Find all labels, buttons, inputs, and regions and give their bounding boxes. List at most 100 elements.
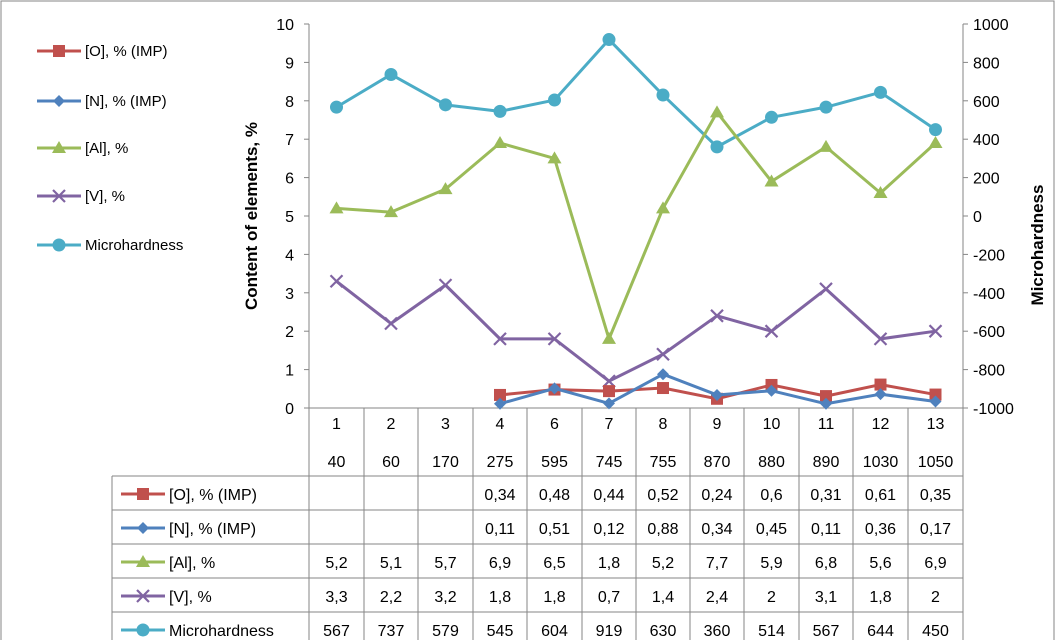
table-cell: 5,2	[652, 555, 674, 572]
table-cell: 5,6	[869, 555, 891, 572]
x-tick-label-top: 6	[550, 416, 559, 433]
right-tick-label: 1000	[973, 17, 1009, 34]
data-point	[656, 201, 670, 214]
left-tick-label: 3	[285, 286, 294, 303]
table-cell: 5,1	[380, 555, 402, 572]
legend-label: Microhardness	[85, 237, 183, 254]
x-tick-label-bottom: 870	[704, 454, 731, 471]
x-tick-label-bottom: 60	[382, 454, 400, 471]
table-row-label: [N], % (IMP)	[169, 521, 256, 538]
right-tick-label: -600	[973, 324, 1005, 341]
table-cell: 0,36	[865, 521, 896, 538]
data-point	[438, 182, 453, 195]
table-cell: 5,9	[760, 555, 782, 572]
data-point	[329, 201, 344, 214]
series-line	[335, 38, 937, 149]
x-tick-label-top: 9	[713, 416, 722, 433]
table-row-label: [Al], %	[169, 555, 215, 572]
table-cell: 567	[323, 623, 350, 640]
series-line	[335, 280, 936, 383]
data-point	[928, 136, 943, 149]
data-point	[548, 93, 561, 107]
x-tick-label-top: 1	[332, 416, 341, 433]
legend-label: [Al], %	[85, 140, 128, 157]
table-cell: 0,24	[701, 487, 732, 504]
x-tick-label-bottom: 275	[487, 454, 514, 471]
data-point	[384, 67, 398, 81]
table-cell: 0,11	[485, 521, 515, 538]
left-tick-label: 6	[285, 171, 294, 188]
table-cell: 2	[767, 589, 776, 606]
table-cell: 630	[650, 623, 677, 640]
table-cell: 1,8	[869, 589, 891, 606]
x-tick-label-top: 11	[818, 416, 835, 433]
table-cell: 0,52	[647, 487, 678, 504]
table-cell: 5,7	[434, 555, 456, 572]
table-cell: 3,1	[815, 589, 837, 606]
table-cell: 514	[758, 623, 785, 640]
left-tick-label: 4	[285, 247, 294, 264]
data-point	[494, 388, 506, 401]
table-legend-marker	[136, 589, 150, 603]
data-point	[603, 385, 615, 398]
data-point	[548, 382, 561, 395]
left-tick-label: 0	[285, 401, 294, 418]
right-tick-label: 200	[973, 171, 1000, 188]
data-point	[602, 33, 616, 47]
data-point	[657, 382, 669, 395]
legend-marker	[52, 141, 66, 153]
table-cell: 0,17	[920, 521, 951, 538]
data-point	[602, 331, 616, 344]
table-cell: 1,8	[598, 555, 620, 572]
x-tick-label-top: 3	[441, 416, 450, 433]
left-tick-label: 9	[285, 55, 294, 72]
data-point	[710, 309, 724, 323]
x-tick-label-top: 10	[763, 416, 781, 433]
table-cell: 450	[922, 623, 949, 640]
table-cell: 5,2	[325, 555, 347, 572]
table-cell: 579	[432, 623, 459, 640]
x-tick-label-top: 12	[872, 416, 890, 433]
left-tick-label: 5	[285, 209, 294, 226]
table-cell: 6,8	[815, 555, 837, 572]
y-axis-title: Content of elements, %	[242, 122, 261, 310]
x-tick-label-bottom: 40	[328, 454, 346, 471]
table-cell: 1,8	[489, 589, 511, 606]
series-1	[494, 368, 942, 410]
table-cell: 0,34	[701, 521, 732, 538]
data-point	[764, 174, 779, 187]
series-3	[329, 274, 943, 388]
data-point	[494, 397, 506, 410]
table-cell: 604	[541, 623, 568, 640]
table-cell: 6,9	[489, 555, 511, 572]
table-cell: 6,5	[543, 555, 565, 572]
left-tick-label: 1	[285, 363, 294, 380]
table-cell: 360	[704, 623, 731, 640]
x-tick-label-top: 13	[927, 416, 945, 433]
data-point	[710, 105, 724, 118]
table-cell: 0,44	[593, 487, 624, 504]
left-tick-label: 2	[285, 324, 294, 341]
table-cell: 3,2	[434, 589, 456, 606]
series-4	[330, 33, 942, 154]
x-tick-label-bottom: 170	[432, 454, 459, 471]
data-table: 1 40 2 60 3 170 4 275 6 595 7 745 8 755 9 870 10 880 11 890…	[111, 416, 963, 640]
legend-marker	[52, 189, 66, 203]
data-point	[819, 139, 833, 152]
data-point	[765, 110, 778, 124]
data-point	[657, 368, 669, 381]
data-point	[820, 397, 832, 410]
left-axis-ticks: 0 1 2 3 4 5 6 7 8 9 10	[276, 17, 309, 418]
right-tick-label: -800	[973, 363, 1005, 380]
data-point	[929, 388, 942, 401]
data-point	[384, 205, 398, 218]
table-cell: 2,2	[380, 589, 402, 606]
data-point	[330, 100, 343, 114]
table-cell: 0,6	[760, 487, 782, 504]
data-point	[438, 278, 453, 292]
x-tick-label-bottom: 755	[650, 454, 677, 471]
data-point	[547, 332, 562, 346]
data-point	[656, 88, 670, 102]
table-cell: 7,7	[706, 555, 728, 572]
table-legend-marker	[137, 522, 149, 534]
